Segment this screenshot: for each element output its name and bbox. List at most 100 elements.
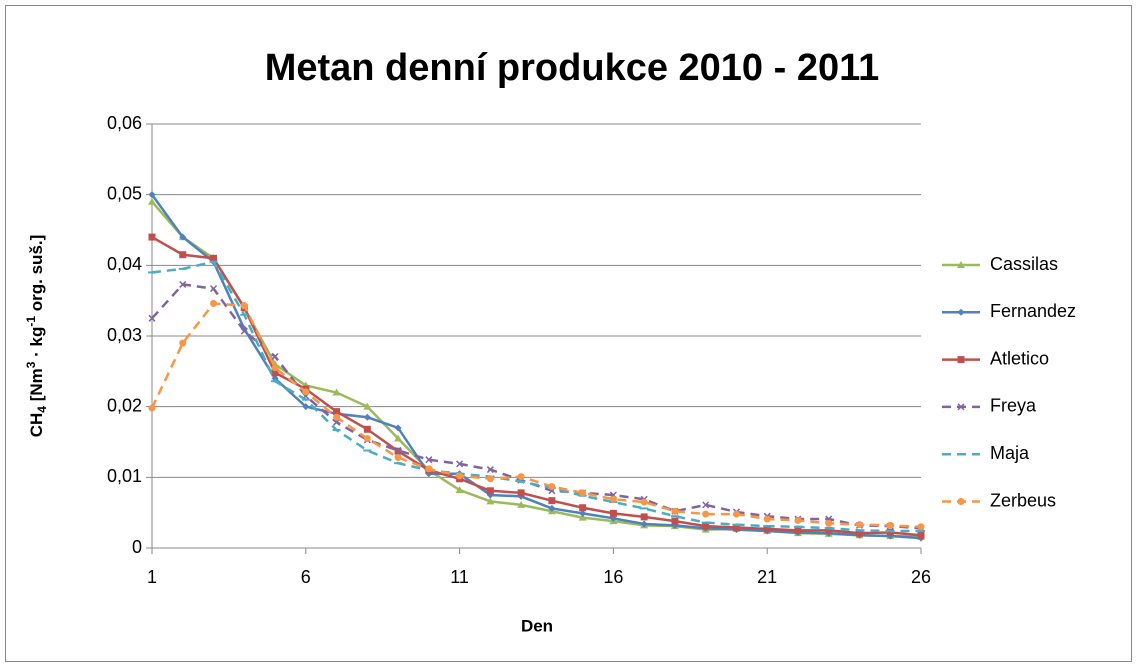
marker [579, 504, 587, 512]
marker [271, 369, 279, 377]
marker [179, 280, 187, 288]
marker [609, 495, 617, 503]
legend-label: Atletico [990, 348, 1049, 368]
marker [732, 524, 740, 532]
marker [917, 531, 925, 539]
marker [548, 483, 556, 491]
marker [363, 402, 372, 410]
marker [271, 352, 279, 361]
marker [957, 356, 965, 364]
marker [957, 498, 965, 505]
marker [671, 517, 679, 525]
marker [394, 454, 402, 462]
y-axis-label: CH4 [Nm3 · kg-1 org. suš.] [24, 235, 49, 438]
marker [456, 472, 464, 480]
marker [271, 364, 279, 372]
marker [333, 418, 341, 426]
y-tick-label: 0,01 [107, 466, 142, 486]
marker [794, 516, 802, 524]
marker [456, 460, 464, 468]
y-label-sup: 3 [24, 361, 38, 368]
marker [578, 513, 587, 521]
y-tick-label: 0,04 [107, 254, 142, 274]
marker [640, 520, 648, 528]
marker [886, 528, 894, 536]
marker [702, 522, 710, 530]
legend-label: Fernandez [990, 301, 1076, 321]
marker [332, 388, 341, 396]
series-line [151, 235, 922, 537]
legend-label: Freya [990, 396, 1037, 416]
y-tick-label: 0,03 [107, 325, 142, 345]
marker [363, 413, 371, 421]
marker [179, 233, 187, 241]
marker [957, 261, 965, 268]
marker [917, 523, 925, 531]
marker [855, 529, 863, 537]
marker [179, 251, 187, 259]
marker [579, 509, 587, 517]
marker [702, 510, 710, 518]
y-tick-label: 0,02 [107, 395, 142, 415]
marker [394, 434, 403, 442]
marker [209, 285, 218, 293]
y-tick-label: 0 [132, 537, 142, 557]
marker [363, 434, 371, 442]
marker [486, 466, 494, 474]
x-axis-label: Den [521, 616, 553, 635]
marker [363, 425, 371, 433]
y-tick-label: 0,05 [107, 183, 142, 203]
marker [548, 497, 556, 505]
y-label-sub: 4 [35, 406, 49, 413]
marker [148, 404, 156, 412]
x-tick-label: 21 [757, 567, 777, 587]
y-tick-label: 0,06 [107, 113, 142, 133]
chart-border [5, 5, 1132, 662]
marker [579, 489, 587, 497]
marker [333, 413, 341, 421]
marker [240, 327, 248, 335]
series-line [150, 302, 922, 529]
marker [455, 486, 464, 494]
marker [825, 519, 833, 527]
marker [148, 197, 156, 205]
marker [148, 314, 156, 322]
marker [394, 446, 402, 455]
marker [548, 504, 556, 512]
y-label-sup: -1 [24, 316, 38, 327]
x-tick-label: 26 [911, 567, 931, 587]
marker [957, 308, 965, 316]
marker [486, 487, 494, 495]
series-line [151, 260, 921, 533]
y-label-part: · kg [27, 327, 46, 362]
marker [517, 473, 525, 481]
y-label-part: CH [27, 413, 46, 438]
marker [886, 521, 894, 529]
marker [763, 515, 771, 523]
marker [640, 498, 648, 506]
marker [302, 403, 310, 411]
y-label-part: org. suš.] [27, 235, 46, 316]
x-tick-label: 11 [450, 567, 469, 587]
marker [640, 513, 648, 521]
y-label-part: [Nm [27, 368, 46, 406]
marker [517, 500, 526, 508]
marker [148, 233, 156, 241]
marker [825, 526, 833, 534]
legend-label: Cassilas [990, 254, 1058, 274]
chart-title: Metan denní produkce 2010 - 2011 [265, 47, 880, 89]
marker [148, 191, 156, 199]
marker [957, 403, 965, 411]
marker [333, 408, 341, 416]
marker [609, 509, 617, 517]
x-tick-label: 16 [603, 567, 623, 587]
legend-label: Zerbeus [990, 490, 1056, 510]
marker [210, 299, 218, 307]
x-tick-label: 6 [301, 567, 311, 587]
marker [671, 507, 679, 515]
marker [702, 501, 710, 509]
marker [240, 302, 248, 310]
marker [855, 521, 863, 529]
marker [302, 388, 310, 396]
legend-label: Maja [990, 443, 1030, 463]
